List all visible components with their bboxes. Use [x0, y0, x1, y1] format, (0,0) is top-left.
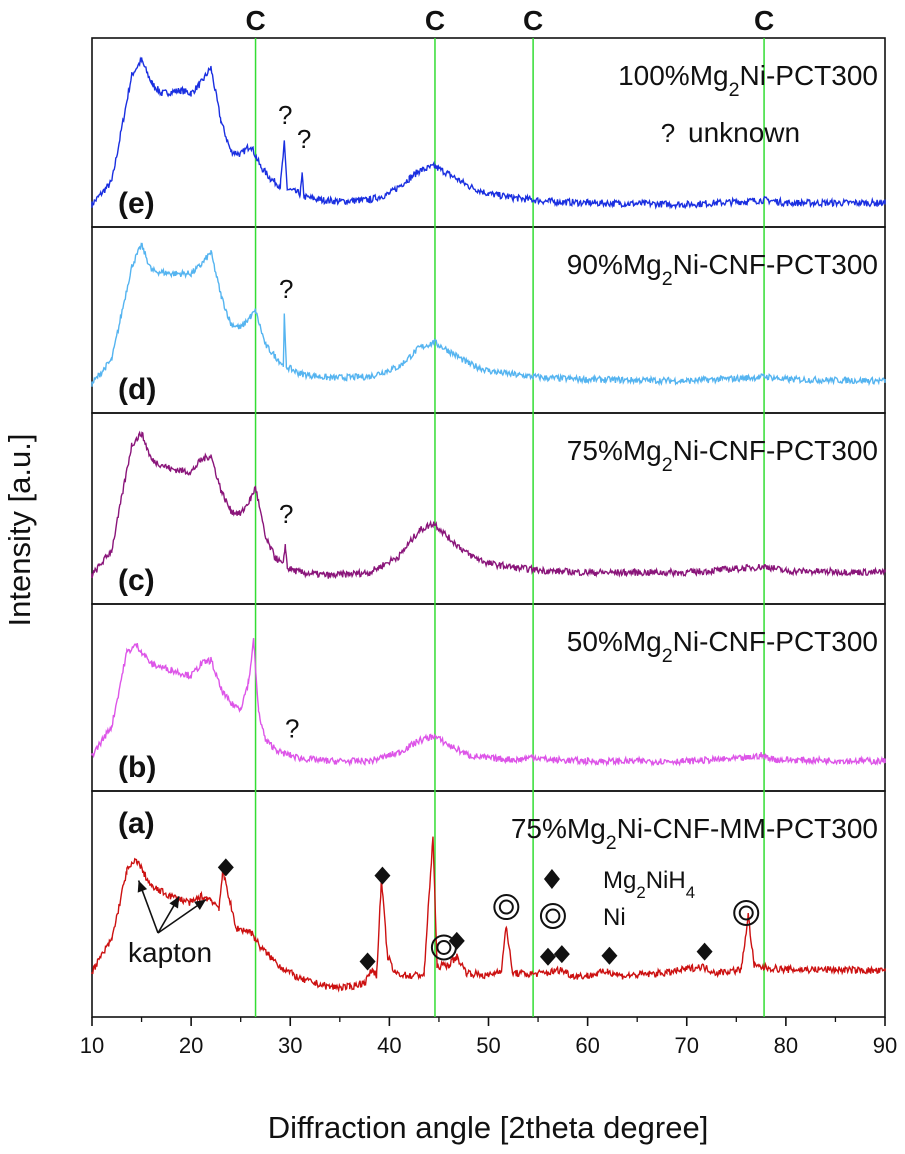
mg2nih4-legend-text-part: 4: [686, 883, 695, 902]
mg2nih4-marker: [553, 945, 570, 964]
ni-marker: [430, 934, 457, 961]
mg2nih4-marker: [696, 942, 713, 961]
panel-letter: (b): [118, 751, 156, 784]
ni-legend-marker: [539, 903, 566, 929]
reference-label: C: [523, 5, 543, 36]
sample-label: 75%Mg2Ni-CNF-PCT300: [567, 435, 878, 476]
sample-label: 90%Mg2Ni-CNF-PCT300: [567, 249, 878, 290]
sample-label-part: 50%Mg: [567, 626, 662, 657]
sample-label-part: 90%Mg: [567, 249, 662, 280]
kapton-arrowhead: [169, 896, 180, 909]
ni-legend-text: Ni: [603, 904, 626, 931]
mg2nih4-marker: [601, 946, 618, 965]
unknown-legend-text: unknown: [688, 117, 800, 148]
x-tick-label: 20: [179, 1033, 203, 1058]
panel-letter: (d): [118, 373, 156, 406]
sample-label-part: 100%Mg: [618, 60, 729, 91]
x-axis: 10 20 30 40 50 60 70 80 90: [80, 1017, 897, 1058]
panels-layer: [91, 37, 886, 1018]
series-line-d: [91, 242, 886, 387]
sample-label-part: 2: [662, 268, 673, 290]
curves-layer: [91, 56, 886, 993]
panel-letter: (a): [118, 807, 155, 840]
x-tick-label: 30: [278, 1033, 302, 1058]
mg2nih4-marker: [217, 858, 234, 877]
mg2nih4-legend-text: Mg2NiH4: [603, 867, 695, 902]
reference-label: C: [245, 5, 265, 36]
sample-label-part: Ni-CNF-MM-PCT300: [617, 813, 878, 844]
mg2nih4-marker: [539, 947, 556, 966]
mg2nih4-marker: [359, 952, 376, 971]
ni-marker-inner: [436, 939, 452, 955]
series-line-e: [91, 56, 886, 211]
reference-label: C: [754, 5, 774, 36]
sample-label-part: 2: [729, 79, 740, 101]
unknown-peak-mark: ?: [285, 714, 299, 744]
sample-label-part: 75%Mg: [511, 813, 606, 844]
sample-label-part: 2: [662, 645, 673, 667]
x-tick-label: 60: [575, 1033, 599, 1058]
mg2nih4-legend-text-part: 2: [636, 883, 645, 902]
panel-letter: (e): [118, 187, 155, 220]
unknown-legend-glyph: ?: [661, 118, 675, 148]
sample-label-part: Ni-PCT300: [740, 60, 878, 91]
kapton-label: kapton: [128, 937, 212, 968]
sample-label-part: 2: [606, 832, 617, 854]
kapton-arrowhead: [194, 899, 206, 910]
sample-label-part: 2: [662, 454, 673, 476]
x-tick-label: 70: [675, 1033, 699, 1058]
sample-label-part: Ni-CNF-PCT300: [673, 435, 878, 466]
mg2nih4-marker: [448, 931, 465, 950]
sample-label: 75%Mg2Ni-CNF-MM-PCT300: [511, 813, 878, 854]
mg2nih4-legend-marker: [543, 869, 560, 889]
unknown-peak-mark: ?: [297, 124, 311, 154]
ni-marker: [733, 899, 760, 926]
x-axis-title: Diffraction angle [2theta degree]: [268, 1110, 709, 1145]
unknown-peak-mark: ?: [279, 499, 293, 529]
x-tick-label: 50: [476, 1033, 500, 1058]
reference-label: C: [425, 5, 445, 36]
sample-label-part: Ni-CNF-PCT300: [673, 249, 878, 280]
x-tick-label: 10: [80, 1033, 104, 1058]
sample-label: 50%Mg2Ni-CNF-PCT300: [567, 626, 878, 667]
x-tick-label: 90: [873, 1033, 897, 1058]
sample-label-part: Ni-CNF-PCT300: [673, 626, 878, 657]
x-tick-label: 80: [774, 1033, 798, 1058]
sample-label: 100%Mg2Ni-PCT300: [618, 60, 878, 101]
panel-letter: (c): [118, 564, 155, 597]
ni-marker-inner: [498, 899, 514, 915]
annotations-layer: (e)100%Mg2Ni-PCT300??(d)90%Mg2Ni-CNF-PCT…: [118, 60, 878, 971]
mg2nih4-marker: [374, 866, 391, 885]
ni-marker-inner: [738, 905, 754, 921]
series-line-b: [91, 638, 886, 767]
x-tick-label: 40: [377, 1033, 401, 1058]
unknown-peak-mark: ?: [279, 274, 293, 304]
unknown-peak-mark: ?: [278, 100, 292, 130]
mg2nih4-legend-text-part: Mg: [603, 867, 636, 894]
ni-marker: [493, 894, 520, 921]
sample-label-part: 75%Mg: [567, 435, 662, 466]
y-axis-title: Intensity [a.u.]: [2, 434, 37, 627]
mg2nih4-legend-text-part: NiH: [646, 867, 686, 894]
kapton-arrowhead: [137, 880, 148, 893]
series-line-c: [91, 430, 886, 580]
ni-legend-marker-inner: [545, 908, 561, 924]
